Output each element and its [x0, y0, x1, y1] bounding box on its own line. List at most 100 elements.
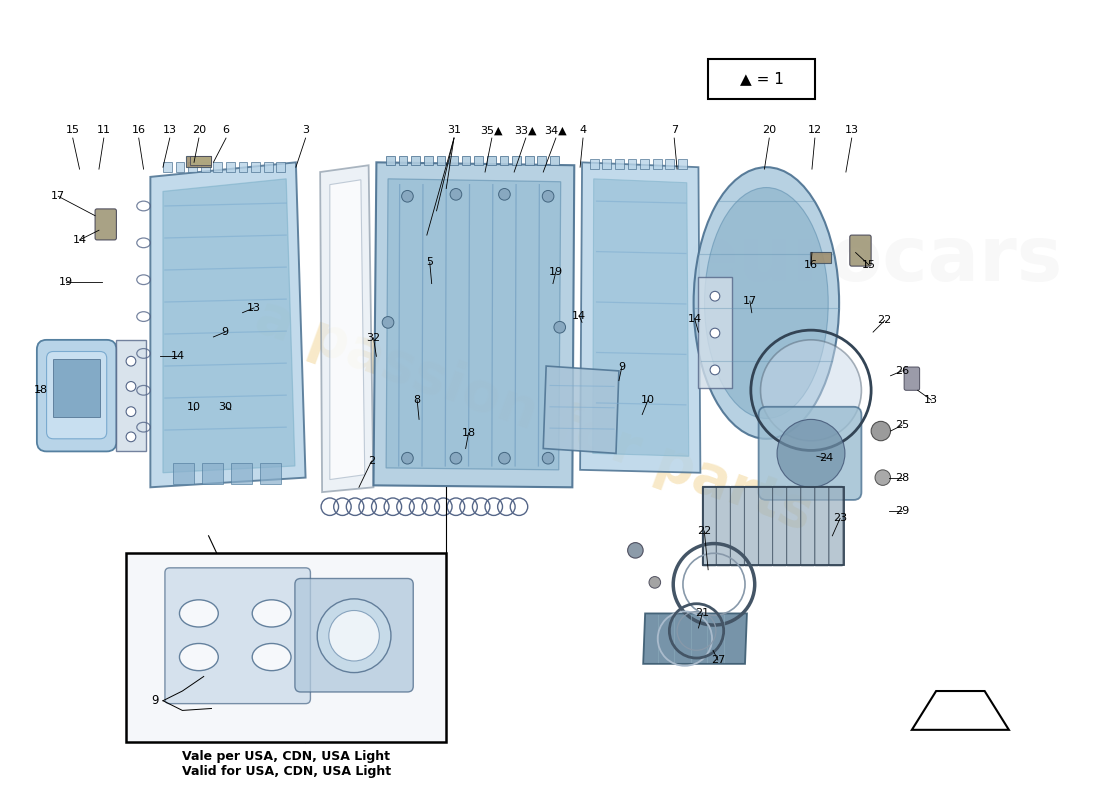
Polygon shape — [330, 180, 365, 479]
Text: 4: 4 — [580, 126, 586, 135]
Circle shape — [450, 452, 462, 464]
Text: 32: 32 — [366, 333, 381, 343]
Bar — [708, 58, 815, 99]
Polygon shape — [201, 162, 209, 172]
Text: 13: 13 — [845, 126, 859, 135]
Polygon shape — [593, 179, 689, 456]
Bar — [703, 487, 844, 565]
Text: 6: 6 — [222, 126, 230, 135]
Circle shape — [542, 190, 554, 202]
Text: 30: 30 — [218, 402, 232, 412]
Polygon shape — [603, 159, 612, 169]
Text: Valid for USA, CDN, USA Light: Valid for USA, CDN, USA Light — [182, 765, 390, 778]
Circle shape — [874, 470, 891, 486]
Circle shape — [317, 599, 390, 673]
Polygon shape — [213, 162, 222, 172]
Polygon shape — [437, 155, 446, 166]
Text: 9: 9 — [618, 362, 626, 372]
Polygon shape — [590, 159, 598, 169]
Polygon shape — [424, 155, 432, 166]
Polygon shape — [525, 155, 533, 166]
Polygon shape — [666, 159, 674, 169]
Bar — [186, 155, 211, 167]
Text: 14: 14 — [688, 314, 702, 323]
FancyBboxPatch shape — [702, 486, 716, 566]
Text: 17: 17 — [51, 191, 65, 202]
Text: 18: 18 — [462, 428, 475, 438]
Polygon shape — [543, 366, 619, 454]
FancyBboxPatch shape — [46, 351, 107, 439]
Circle shape — [382, 317, 394, 328]
Text: 25: 25 — [895, 420, 910, 430]
Text: 12: 12 — [807, 126, 822, 135]
Text: 11: 11 — [97, 126, 111, 135]
Polygon shape — [538, 155, 547, 166]
Text: 3: 3 — [302, 126, 309, 135]
Text: 34▲: 34▲ — [544, 126, 568, 135]
Bar — [117, 340, 145, 451]
Polygon shape — [678, 159, 686, 169]
FancyBboxPatch shape — [759, 406, 861, 500]
Circle shape — [628, 542, 643, 558]
Text: 21: 21 — [695, 609, 710, 618]
Circle shape — [126, 406, 135, 417]
Text: 24: 24 — [820, 454, 834, 463]
Polygon shape — [226, 162, 234, 172]
Polygon shape — [264, 162, 273, 172]
Polygon shape — [251, 162, 260, 172]
Polygon shape — [449, 155, 458, 166]
Text: 13: 13 — [248, 303, 261, 313]
Ellipse shape — [252, 643, 292, 670]
Circle shape — [711, 291, 719, 301]
Text: 28: 28 — [895, 473, 910, 482]
Polygon shape — [320, 166, 374, 492]
Text: 2: 2 — [368, 456, 375, 466]
Text: 8: 8 — [414, 395, 420, 405]
Text: 33▲: 33▲ — [515, 126, 537, 135]
Circle shape — [871, 422, 891, 441]
Text: 16: 16 — [132, 126, 145, 135]
Polygon shape — [640, 159, 649, 169]
Bar — [810, 251, 832, 263]
Circle shape — [711, 365, 719, 374]
Text: 14: 14 — [170, 351, 185, 362]
Polygon shape — [386, 179, 561, 470]
Circle shape — [498, 452, 510, 464]
Polygon shape — [580, 162, 701, 473]
Bar — [126, 554, 447, 742]
Circle shape — [554, 322, 565, 333]
Text: 10: 10 — [641, 395, 654, 405]
Text: 20: 20 — [191, 126, 206, 135]
Text: 31: 31 — [447, 126, 461, 135]
Text: 22: 22 — [878, 315, 892, 326]
Text: 9: 9 — [221, 327, 229, 337]
Text: 27: 27 — [711, 655, 725, 665]
Polygon shape — [653, 159, 661, 169]
Text: 20: 20 — [762, 126, 777, 135]
Text: 9: 9 — [152, 694, 160, 707]
Bar — [173, 463, 194, 484]
Text: 15: 15 — [66, 126, 80, 135]
FancyBboxPatch shape — [815, 486, 828, 566]
Circle shape — [711, 328, 719, 338]
Polygon shape — [487, 155, 496, 166]
Polygon shape — [374, 162, 574, 487]
Text: eurocars: eurocars — [686, 223, 1063, 298]
Text: 23: 23 — [833, 514, 847, 523]
Text: ▲ = 1: ▲ = 1 — [739, 71, 783, 86]
Bar — [190, 155, 211, 166]
Ellipse shape — [179, 600, 218, 627]
Circle shape — [126, 356, 135, 366]
FancyBboxPatch shape — [786, 486, 801, 566]
Text: 29: 29 — [895, 506, 910, 515]
Circle shape — [126, 432, 135, 442]
Polygon shape — [499, 155, 508, 166]
Text: Vale per USA, CDN, USA Light: Vale per USA, CDN, USA Light — [183, 750, 390, 763]
Text: 13: 13 — [924, 395, 938, 405]
Text: 19: 19 — [59, 277, 73, 286]
Polygon shape — [188, 162, 197, 172]
Ellipse shape — [179, 643, 218, 670]
Polygon shape — [513, 155, 521, 166]
Text: 16: 16 — [804, 260, 818, 270]
Text: 14: 14 — [73, 235, 87, 245]
